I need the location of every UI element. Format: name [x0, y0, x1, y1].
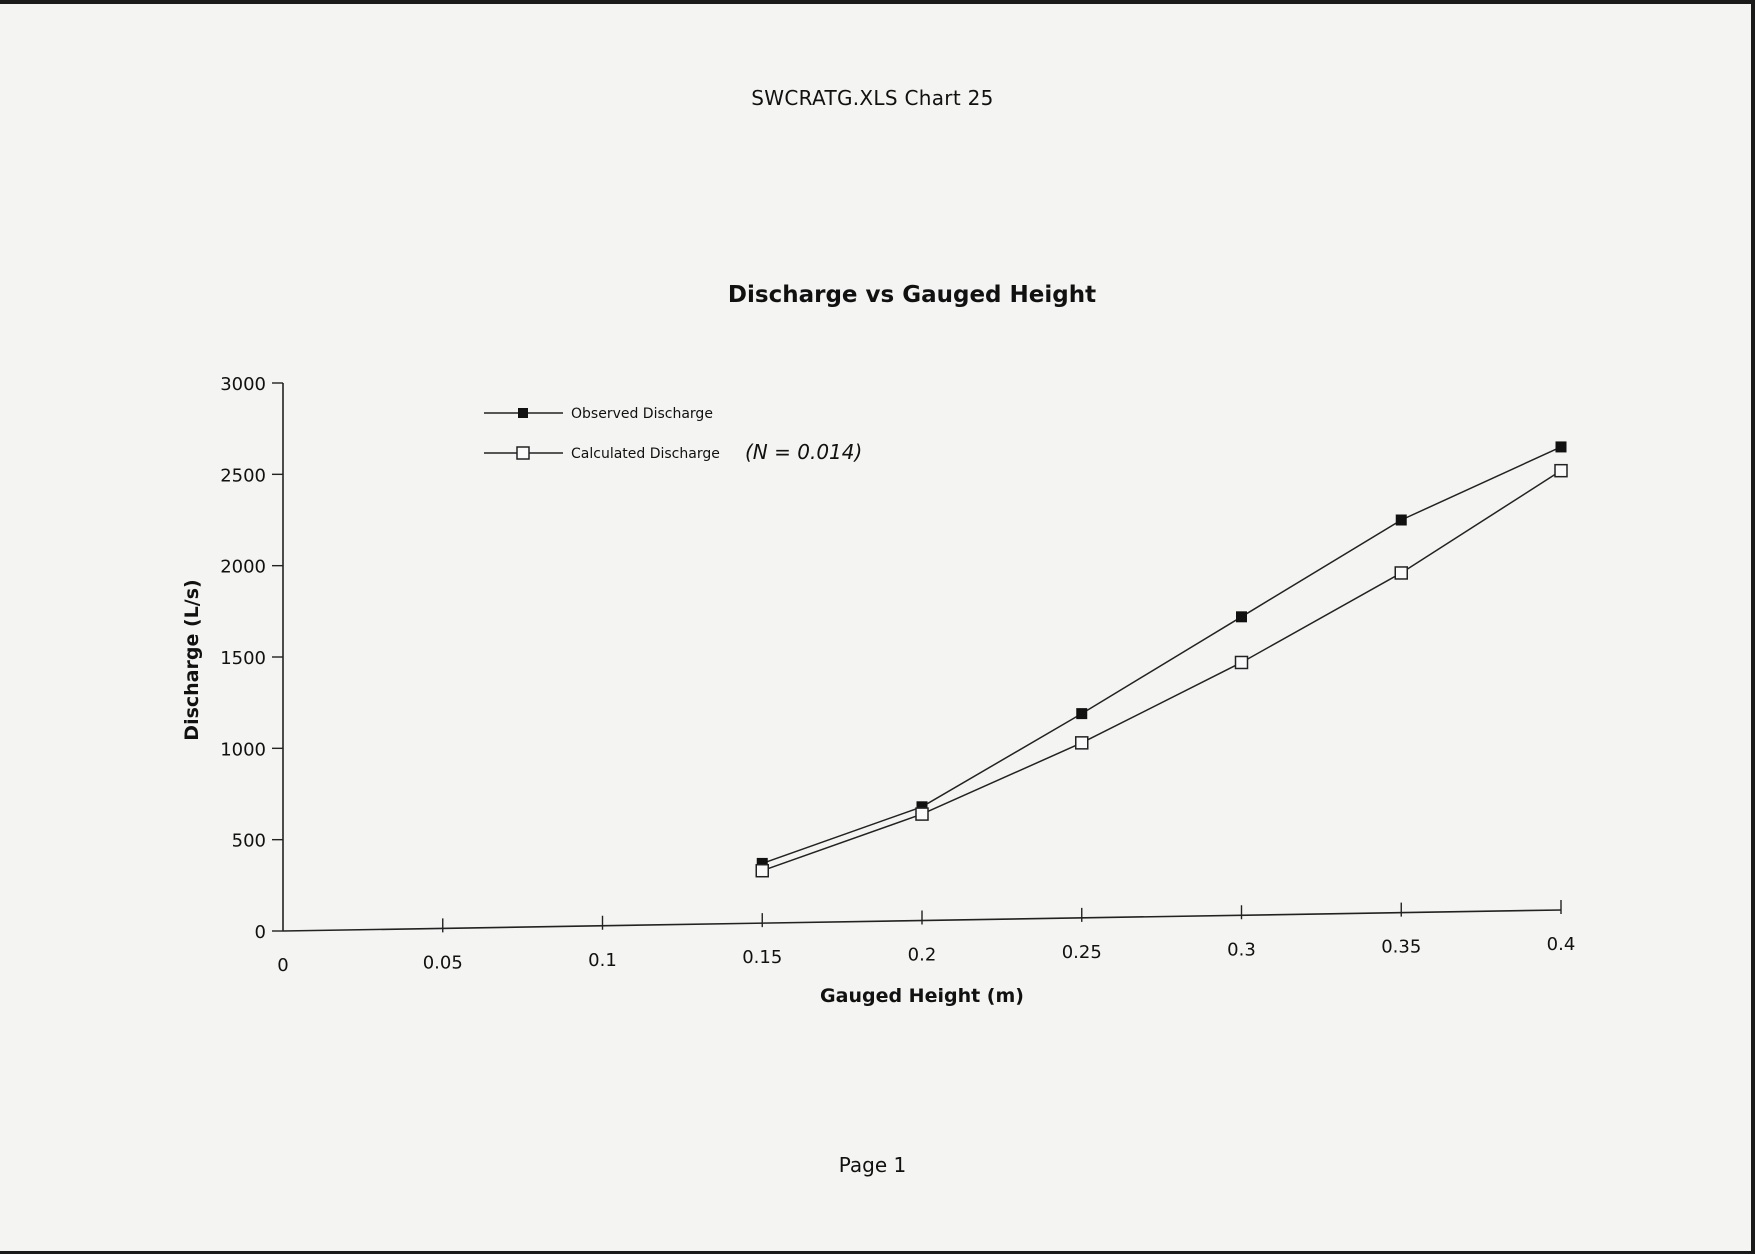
observed-point	[1555, 441, 1567, 453]
calculated-point	[1234, 655, 1249, 670]
x-tick-label: 0	[277, 955, 288, 976]
x-tick-label: 0.3	[1227, 939, 1256, 960]
calculated-point	[915, 807, 929, 821]
y-tick-label: 2500	[220, 465, 266, 486]
x-tick-label: 0.35	[1381, 937, 1421, 958]
legend-label: Calculated Discharge	[571, 446, 720, 462]
y-tick-label: 500	[232, 831, 266, 852]
x-axis-label: Gauged Height (m)	[820, 985, 1024, 1007]
y-tick-label: 1500	[220, 648, 266, 669]
legend-marker-calculated	[516, 446, 530, 460]
handwritten-annotation: (N = 0.014)	[745, 440, 862, 464]
observed-point	[1076, 708, 1088, 720]
y-tick-label: 3000	[220, 374, 266, 395]
x-tick-label: 0.05	[423, 952, 463, 973]
y-tick-label: 1000	[220, 739, 266, 760]
x-tick-label: 0.2	[908, 945, 937, 966]
page-edge-right	[1751, 0, 1755, 1254]
page-footer: Page 1	[838, 1153, 907, 1177]
calculated-point	[1554, 463, 1568, 478]
page-edge-top	[0, 0, 1755, 4]
series-markers	[755, 441, 1568, 878]
legend: Observed Discharge Calculated Discharge	[484, 406, 720, 462]
chart-title: Discharge vs Gauged Height	[728, 282, 1096, 308]
x-tick-label: 0.1	[588, 950, 617, 971]
x-tick-label: 0.25	[1062, 942, 1102, 963]
x-tick-label: 0.15	[742, 947, 782, 968]
page-edge-bottom	[0, 1251, 1755, 1254]
calculated-point	[755, 863, 769, 878]
y-tick-label: 2000	[220, 557, 266, 578]
series-line-observed	[761, 446, 1562, 865]
y-axis-label: Discharge (L/s)	[181, 579, 203, 740]
calculated-point	[1394, 566, 1408, 580]
axes	[282, 383, 1562, 932]
observed-point	[1236, 611, 1247, 623]
legend-label: Observed Discharge	[571, 406, 713, 422]
series-lines	[761, 446, 1562, 872]
ticks: 0 500 1000 1500 2000 2500 3000 0 0.05 0.1 0.15 0.2 0…	[220, 374, 1575, 976]
calculated-point	[1075, 736, 1089, 750]
page-header: SWCRATG.XLS Chart 25	[751, 86, 994, 110]
series-line-calculated	[761, 470, 1562, 872]
legend-marker-observed	[518, 408, 528, 418]
observed-point	[1395, 514, 1407, 526]
y-tick-label: 0	[255, 922, 266, 943]
x-tick-label: 0.4	[1547, 934, 1576, 955]
